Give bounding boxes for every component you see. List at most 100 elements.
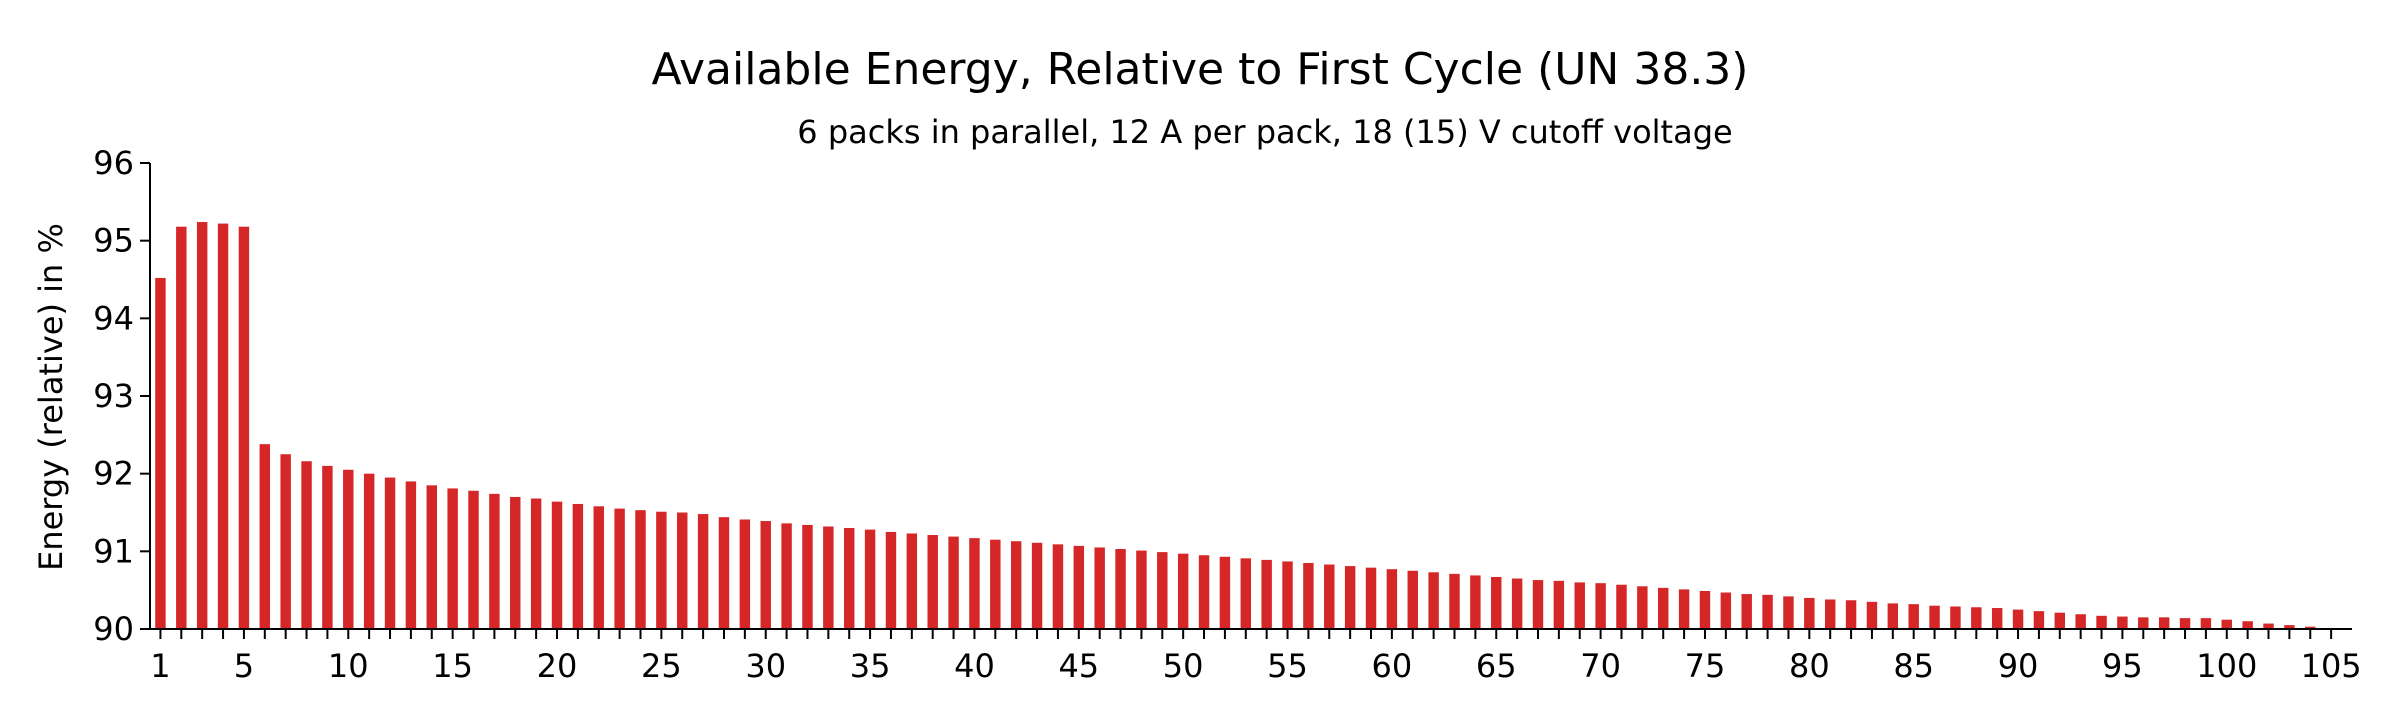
bar-cycle-85 — [1908, 604, 1919, 629]
bar-cycle-81 — [1824, 599, 1836, 629]
bar-cycle-61 — [1407, 570, 1418, 629]
bar-cycle-14 — [426, 485, 437, 629]
bar-cycle-44 — [1052, 544, 1064, 629]
bar-cycle-23 — [614, 508, 625, 629]
bar-cycle-87 — [1950, 606, 1961, 629]
x-tick-label-105: 105 — [2301, 647, 2362, 685]
bar-cycle-10 — [343, 469, 354, 629]
bar-cycle-41 — [990, 539, 1001, 629]
bar-cycle-91 — [2033, 611, 2045, 629]
bar-cycle-86 — [1929, 605, 1940, 629]
x-tick-label-90: 90 — [1998, 647, 2039, 685]
bar-cycle-51 — [1198, 555, 1210, 629]
x-tick-label-50: 50 — [1163, 647, 1204, 685]
bar-cycle-38 — [927, 535, 938, 629]
x-axis: 1 5 10 15 20 25 30 35 40 45 50 55 60 65 70 75 80 85 90 95 10… — [150, 628, 2362, 685]
bars-group — [155, 222, 2337, 629]
bar-cycle-33 — [823, 526, 834, 629]
x-tick-label-80: 80 — [1789, 647, 1830, 685]
chart-title: Available Energy, Relative to First Cycl… — [652, 44, 1749, 95]
y-tick-label-96: 96 — [93, 144, 134, 182]
x-tick-label-75: 75 — [1685, 647, 1726, 685]
bar-cycle-22 — [593, 506, 604, 629]
bar-cycle-82 — [1845, 600, 1857, 629]
bar-cycle-37 — [906, 533, 918, 629]
x-tick-label-100: 100 — [2196, 647, 2257, 685]
bar-cycle-6 — [259, 444, 271, 629]
bar-cycle-98 — [2179, 618, 2191, 629]
bar-cycle-4 — [217, 223, 229, 629]
bar-cycle-102 — [2263, 623, 2274, 629]
bar-cycle-36 — [885, 531, 897, 629]
bar-cycle-62 — [1428, 572, 1439, 629]
y-axis: 90 91 92 93 94 95 96 — [93, 144, 151, 648]
bar-cycle-55 — [1282, 561, 1293, 629]
x-tick-label-85: 85 — [1893, 647, 1934, 685]
bar-cycle-18 — [510, 496, 521, 629]
bar-cycle-24 — [635, 510, 646, 629]
bar-cycle-84 — [1887, 603, 1899, 629]
bar-cycle-5 — [238, 226, 250, 629]
x-tick-label-95: 95 — [2102, 647, 2143, 685]
bar-cycle-26 — [677, 512, 688, 629]
y-tick-label-91: 91 — [93, 532, 134, 570]
bar-cycle-56 — [1303, 562, 1314, 629]
bar-cycle-45 — [1073, 545, 1085, 629]
bar-cycle-2 — [176, 226, 187, 629]
bar-cycle-101 — [2242, 621, 2253, 629]
bar-cycle-40 — [969, 538, 980, 629]
bar-cycle-90 — [2012, 609, 2024, 629]
x-tick-label-5: 5 — [234, 647, 254, 685]
bar-cycle-7 — [280, 454, 291, 629]
bar-cycle-71 — [1616, 584, 1627, 629]
bar-cycle-16 — [468, 490, 479, 629]
bar-cycle-1 — [155, 277, 166, 629]
bar-cycle-75 — [1699, 590, 1711, 629]
x-tick-label-35: 35 — [850, 647, 891, 685]
bar-cycle-88 — [1971, 607, 1982, 629]
bar-cycle-11 — [363, 473, 375, 629]
bar-cycle-54 — [1261, 559, 1272, 629]
bar-cycle-67 — [1532, 580, 1544, 629]
x-tick-label-15: 15 — [432, 647, 473, 685]
bar-cycle-79 — [1783, 596, 1794, 629]
bar-cycle-28 — [718, 517, 730, 629]
bar-cycle-97 — [2158, 617, 2170, 629]
bar-cycle-20 — [551, 501, 563, 629]
bar-cycle-95 — [2117, 616, 2128, 629]
bar-cycle-30 — [760, 521, 771, 629]
bar-cycle-78 — [1762, 594, 1773, 629]
bar-cycle-46 — [1094, 547, 1105, 629]
bar-cycle-17 — [489, 493, 500, 629]
bar-cycle-48 — [1136, 550, 1147, 629]
bar-cycle-25 — [656, 511, 667, 629]
bar-cycle-3 — [196, 222, 208, 629]
bar-cycle-39 — [948, 536, 959, 629]
bar-cycle-52 — [1219, 556, 1231, 629]
bar-cycle-69 — [1574, 582, 1585, 629]
bar-cycle-13 — [405, 481, 417, 629]
bar-cycle-80 — [1804, 597, 1815, 629]
x-tick-label-55: 55 — [1267, 647, 1308, 685]
bar-cycle-66 — [1511, 578, 1523, 629]
y-tick-label-92: 92 — [93, 455, 134, 493]
y-tick-label-90: 90 — [93, 610, 134, 648]
bar-cycle-29 — [739, 519, 751, 629]
y-tick-label-93: 93 — [93, 377, 134, 415]
x-tick-label-30: 30 — [745, 647, 786, 685]
x-tick-label-70: 70 — [1580, 647, 1621, 685]
bar-cycle-70 — [1595, 583, 1606, 629]
y-axis-label: Energy (relative) in % — [32, 223, 70, 571]
bar-cycle-12 — [384, 477, 396, 629]
x-tick-label-20: 20 — [537, 647, 578, 685]
x-tick-label-65: 65 — [1476, 647, 1517, 685]
bar-cycle-59 — [1365, 567, 1377, 629]
bar-cycle-8 — [301, 461, 312, 629]
bar-cycle-27 — [697, 514, 709, 629]
bar-cycle-100 — [2221, 619, 2232, 629]
x-tick-label-25: 25 — [641, 647, 682, 685]
bar-cycle-93 — [2075, 614, 2086, 629]
bar-cycle-74 — [1678, 589, 1690, 629]
bar-cycle-50 — [1177, 553, 1189, 629]
